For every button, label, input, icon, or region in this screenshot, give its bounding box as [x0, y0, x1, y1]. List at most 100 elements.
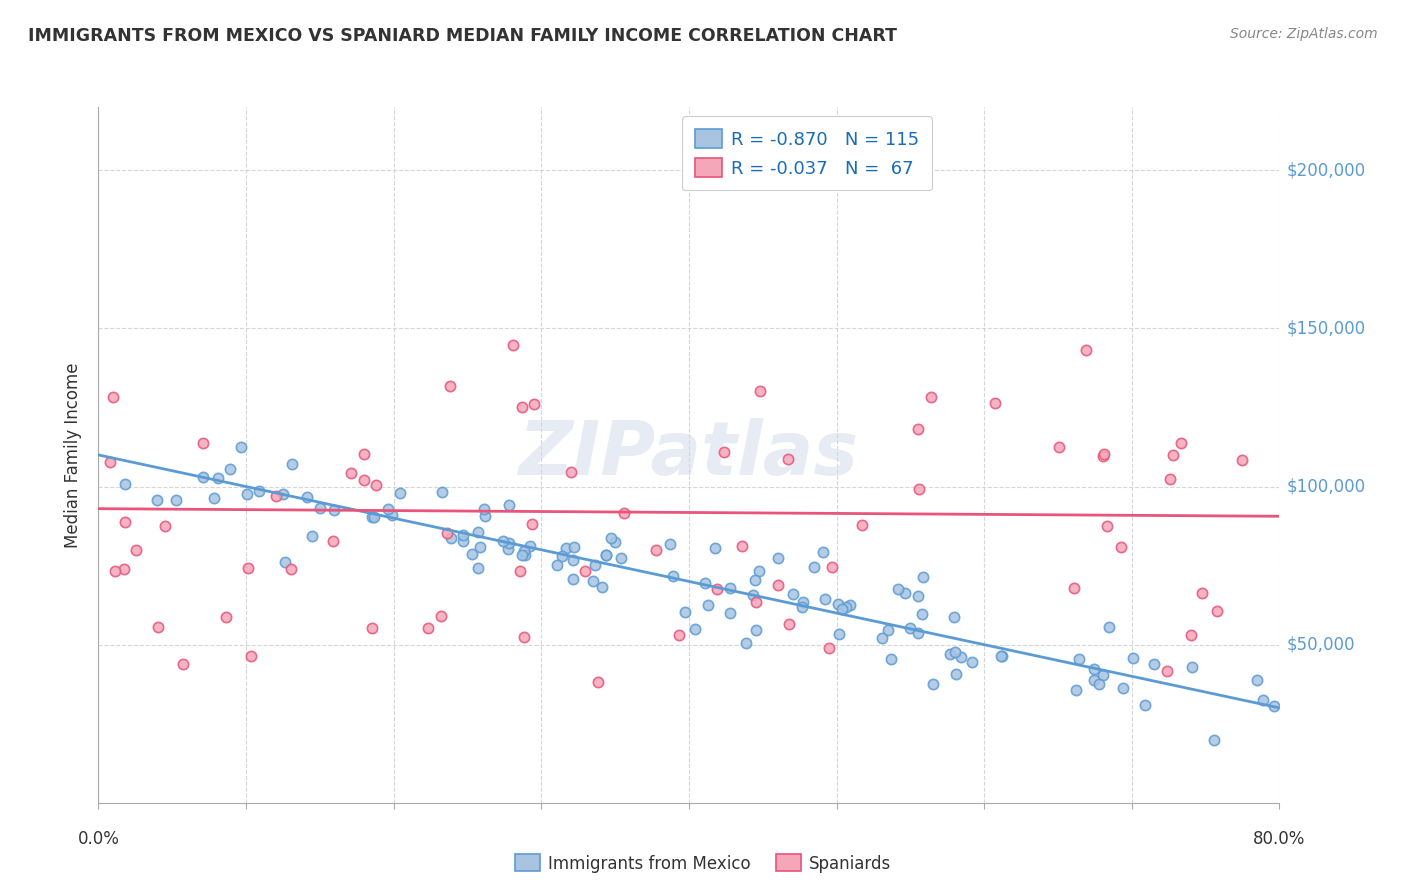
- Point: [907, 589, 929, 603]
- Text: 0.0%: 0.0%: [77, 830, 120, 847]
- Point: [851, 518, 873, 533]
- Point: [1191, 586, 1213, 600]
- Point: [1098, 620, 1121, 634]
- Point: [827, 597, 849, 611]
- Point: [264, 489, 287, 503]
- Point: [886, 582, 908, 597]
- Point: [659, 536, 682, 550]
- Text: $150,000: $150,000: [1286, 319, 1365, 337]
- Point: [744, 573, 766, 587]
- Point: [821, 560, 844, 574]
- Point: [582, 574, 605, 588]
- Point: [388, 486, 411, 500]
- Point: [898, 620, 921, 634]
- Point: [792, 595, 814, 609]
- Point: [1156, 664, 1178, 678]
- Point: [309, 501, 332, 516]
- Point: [98, 455, 121, 469]
- Point: [706, 582, 728, 597]
- Point: [236, 561, 259, 575]
- Point: [562, 572, 585, 586]
- Point: [148, 620, 170, 634]
- Point: [1067, 651, 1090, 665]
- Point: [939, 648, 962, 662]
- Point: [1205, 604, 1227, 618]
- Point: [907, 422, 929, 436]
- Point: [202, 491, 225, 505]
- Point: [1159, 472, 1181, 486]
- Point: [673, 605, 696, 619]
- Point: [603, 534, 626, 549]
- Point: [280, 562, 302, 576]
- Point: [1143, 657, 1166, 672]
- Point: [586, 675, 609, 690]
- Point: [960, 655, 983, 669]
- Point: [661, 568, 683, 582]
- Point: [472, 502, 495, 516]
- Point: [704, 541, 727, 555]
- Point: [984, 396, 1007, 410]
- Point: [439, 379, 461, 393]
- Text: $200,000: $200,000: [1286, 161, 1365, 179]
- Text: $50,000: $50,000: [1286, 636, 1355, 654]
- Point: [693, 575, 716, 590]
- Point: [453, 528, 475, 542]
- Point: [353, 447, 375, 461]
- Point: [782, 587, 804, 601]
- Point: [498, 536, 520, 550]
- Point: [1133, 698, 1156, 713]
- Point: [436, 525, 458, 540]
- Point: [520, 517, 543, 532]
- Point: [831, 602, 853, 616]
- Point: [811, 545, 834, 559]
- Point: [215, 610, 238, 624]
- Point: [912, 570, 935, 584]
- Point: [1063, 582, 1085, 596]
- Point: [467, 561, 489, 575]
- Point: [1202, 732, 1225, 747]
- Point: [749, 384, 772, 399]
- Point: [870, 631, 893, 645]
- Point: [1095, 519, 1118, 533]
- Point: [1122, 651, 1144, 665]
- Point: [1047, 440, 1070, 454]
- Point: [1170, 436, 1192, 450]
- Point: [467, 525, 489, 540]
- Point: [907, 626, 929, 640]
- Point: [114, 515, 136, 529]
- Point: [908, 483, 931, 497]
- Point: [551, 549, 574, 564]
- Point: [191, 436, 214, 450]
- Point: [790, 599, 813, 614]
- Point: [683, 623, 706, 637]
- Point: [295, 491, 318, 505]
- Point: [512, 544, 534, 558]
- Point: [165, 493, 187, 508]
- Point: [745, 595, 768, 609]
- Text: Source: ZipAtlas.com: Source: ZipAtlas.com: [1230, 27, 1378, 41]
- Point: [1251, 693, 1274, 707]
- Point: [600, 531, 623, 545]
- Point: [546, 558, 568, 572]
- Point: [509, 564, 531, 578]
- Point: [125, 542, 148, 557]
- Point: [718, 581, 741, 595]
- Point: [942, 610, 965, 624]
- Point: [231, 441, 253, 455]
- Point: [1111, 540, 1133, 554]
- Point: [562, 553, 585, 567]
- Point: [697, 599, 720, 613]
- Point: [1083, 673, 1105, 687]
- Point: [713, 445, 735, 459]
- Point: [271, 486, 294, 500]
- Point: [249, 483, 271, 498]
- Point: [814, 592, 837, 607]
- Point: [1091, 668, 1114, 682]
- Point: [468, 540, 491, 554]
- Point: [1230, 452, 1253, 467]
- Point: [274, 555, 297, 569]
- Point: [439, 531, 461, 545]
- Point: [734, 636, 756, 650]
- Text: 80.0%: 80.0%: [1253, 830, 1306, 847]
- Point: [911, 607, 934, 622]
